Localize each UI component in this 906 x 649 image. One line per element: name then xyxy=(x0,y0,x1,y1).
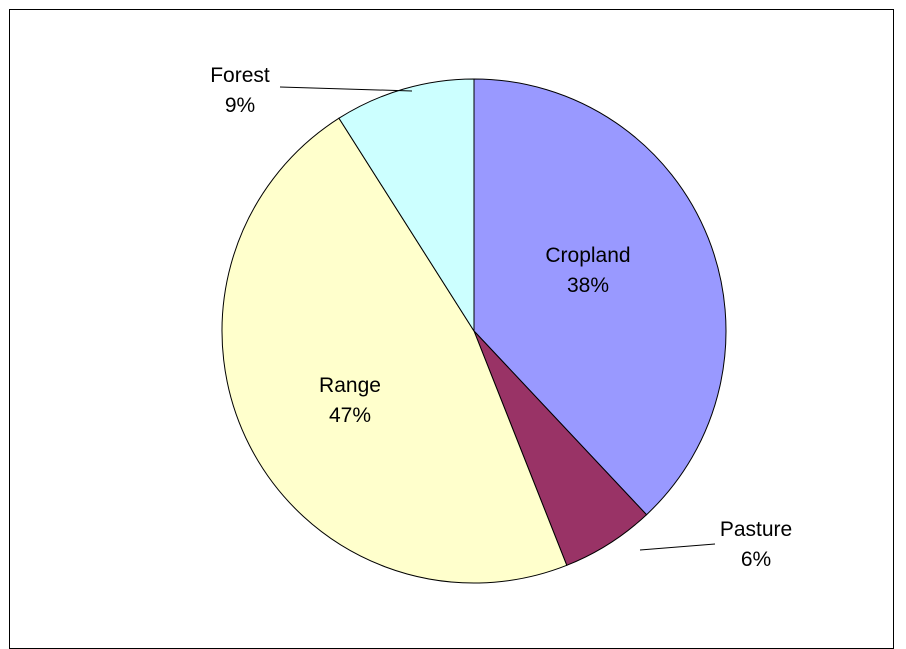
pie-slice-forest xyxy=(338,78,475,333)
pie-slice-cropland xyxy=(473,78,727,516)
slice-name: Pasture xyxy=(720,518,792,541)
slice-name: Forest xyxy=(210,64,270,87)
slice-percent: 9% xyxy=(225,94,255,117)
leader-line-pasture xyxy=(639,543,716,551)
slice-label-range: Range 47% xyxy=(319,374,381,427)
slice-percent: 6% xyxy=(741,548,771,571)
slice-label-forest: Forest 9% xyxy=(210,64,270,117)
slice-label-pasture: Pasture 6% xyxy=(720,518,792,571)
slice-name: Range xyxy=(319,374,381,397)
pie-chart: Cropland 38% Pasture 6% Range 47% Forest 9% xyxy=(210,64,792,584)
pie-slice-range xyxy=(221,117,568,584)
slice-label-cropland: Cropland 38% xyxy=(545,244,630,297)
slice-percent: 38% xyxy=(567,274,609,297)
leader-line-forest xyxy=(279,86,413,92)
slice-percent: 47% xyxy=(329,404,371,427)
slice-name: Cropland xyxy=(545,244,630,267)
